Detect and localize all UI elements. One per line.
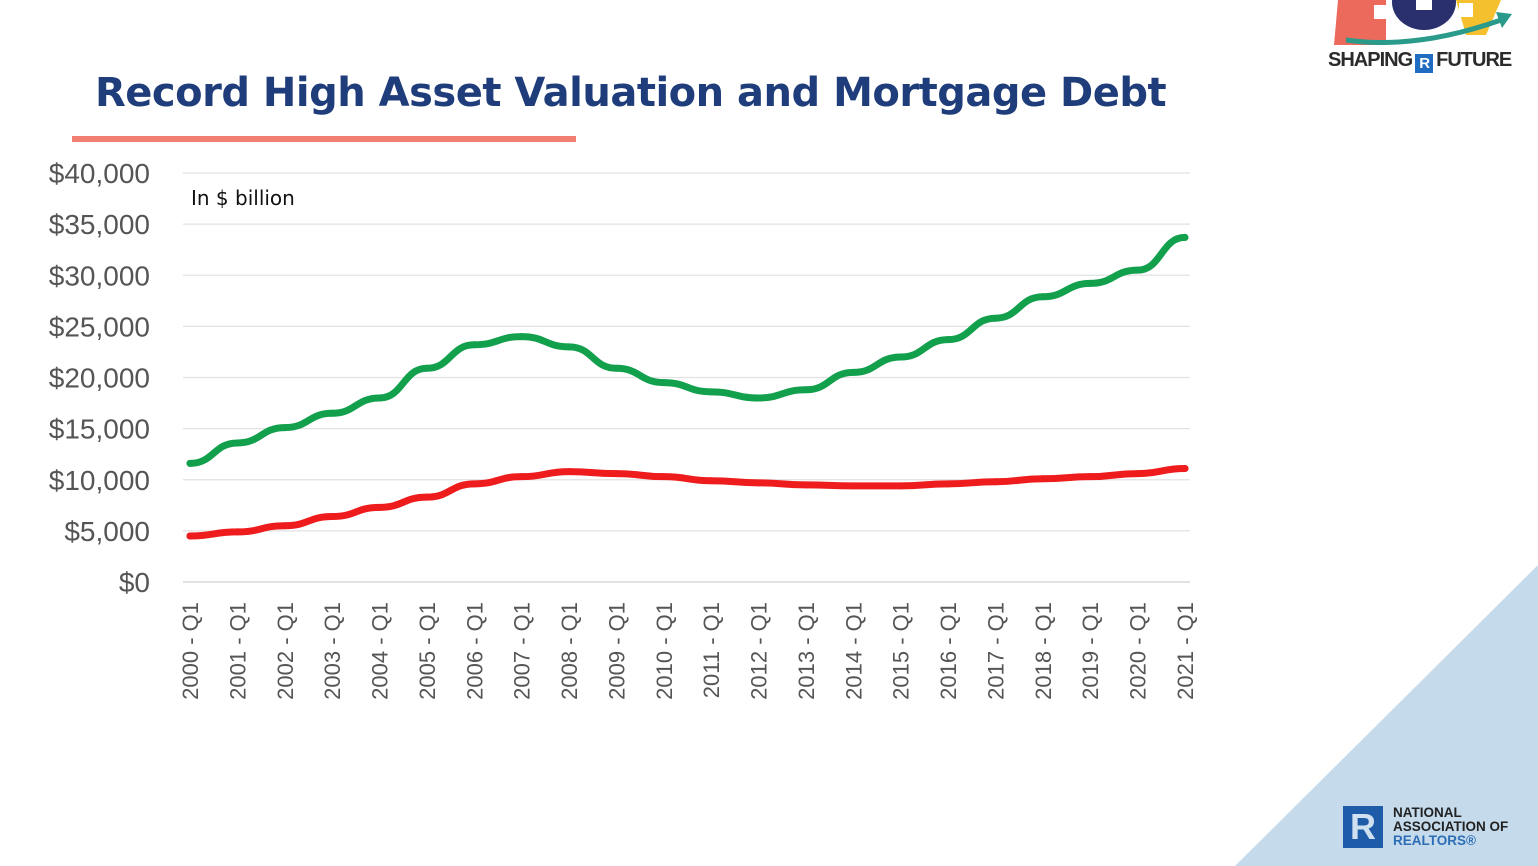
x-tick-label: 2017 - Q1 [983, 602, 1008, 700]
data-point [1181, 233, 1189, 241]
data-point [328, 409, 336, 417]
realtor-r-icon: R [1343, 806, 1383, 848]
data-point [376, 503, 384, 511]
data-point [897, 482, 905, 490]
data-point [612, 470, 620, 478]
y-tick-label: $0 [119, 567, 150, 598]
y-tick-label: $10,000 [49, 465, 150, 496]
data-point [470, 480, 478, 488]
data-point [849, 482, 857, 490]
data-point [376, 394, 384, 402]
x-tick-label: 2011 - Q1 [699, 602, 724, 698]
series-line-mortgage-debt [186, 465, 1189, 540]
data-point [660, 473, 668, 481]
y-tick-label: $5,000 [64, 516, 150, 547]
data-point [186, 459, 194, 467]
data-point [470, 341, 478, 349]
data-point [1039, 293, 1047, 301]
x-tick-label: 2005 - Q1 [415, 602, 440, 700]
data-point [802, 481, 810, 489]
data-point [518, 473, 526, 481]
x-tick-label: 2009 - Q1 [604, 602, 629, 700]
data-point [518, 333, 526, 341]
data-point [1086, 279, 1094, 287]
y-tick-label: $25,000 [49, 311, 150, 342]
x-tick-label: 2010 - Q1 [652, 602, 677, 700]
y-tick-label: $40,000 [49, 158, 150, 189]
nar-line3: REALTORS® [1393, 833, 1476, 848]
data-point [281, 424, 289, 432]
data-point [328, 513, 336, 521]
x-tick-label: 2008 - Q1 [557, 602, 582, 700]
nar-line1: NATIONAL [1393, 805, 1462, 820]
data-point [755, 479, 763, 487]
x-tick-label: 2018 - Q1 [1031, 602, 1056, 700]
x-tick-label: 2003 - Q1 [320, 602, 345, 700]
data-point [565, 343, 573, 351]
data-point [281, 522, 289, 530]
x-tick-label: 2004 - Q1 [368, 602, 393, 700]
y-tick-label: $20,000 [49, 363, 150, 394]
logo-word-future: FUTURE [1436, 49, 1512, 71]
data-point [707, 477, 715, 485]
data-point [186, 532, 194, 540]
y-tick-label: $30,000 [49, 260, 150, 291]
y-tick-label: $15,000 [49, 414, 150, 445]
realtor-r-icon: R [1415, 54, 1434, 73]
data-point [233, 528, 241, 536]
data-point [1134, 266, 1142, 274]
x-tick-label: 2021 - Q1 [1173, 602, 1198, 700]
data-point [991, 478, 999, 486]
data-point [565, 468, 573, 476]
data-point [897, 353, 905, 361]
data-point [423, 364, 431, 372]
data-point [660, 379, 668, 387]
x-tick-label: 2001 - Q1 [225, 602, 250, 700]
data-point [707, 388, 715, 396]
x-tick-label: 2015 - Q1 [889, 602, 914, 700]
data-point [612, 364, 620, 372]
logo-word-shaping: SHAPING [1328, 49, 1413, 71]
data-point [755, 394, 763, 402]
title-underline [72, 136, 576, 142]
data-point [423, 493, 431, 501]
data-point [1134, 470, 1142, 478]
nar-line2: ASSOCIATION OF [1393, 819, 1509, 834]
x-tick-label: 2019 - Q1 [1078, 602, 1103, 700]
x-tick-label: 2013 - Q1 [794, 602, 819, 700]
data-point [802, 386, 810, 394]
x-tick-label: 2012 - Q1 [747, 602, 772, 700]
data-point [944, 480, 952, 488]
x-tick-label: 2014 - Q1 [841, 602, 866, 700]
series-line-asset-valuation [186, 233, 1189, 467]
shaping-future-logo [1334, 0, 1512, 45]
data-point [991, 314, 999, 322]
data-point [1086, 473, 1094, 481]
x-tick-label: 2007 - Q1 [510, 602, 535, 700]
x-tick-label: 2016 - Q1 [936, 602, 961, 700]
x-tick-label: 2020 - Q1 [1126, 602, 1151, 700]
y-tick-label: $35,000 [49, 209, 150, 240]
data-point [944, 336, 952, 344]
data-point [1039, 475, 1047, 483]
page-title: Record High Asset Valuation and Mortgage… [95, 70, 1167, 116]
x-tick-label: 2000 - Q1 [178, 602, 203, 700]
corner-decoration [1235, 565, 1538, 866]
unit-annotation: In $ billion [191, 186, 295, 210]
x-tick-label: 2006 - Q1 [462, 602, 487, 700]
data-point [849, 368, 857, 376]
x-tick-label: 2002 - Q1 [273, 602, 298, 700]
data-point [233, 439, 241, 447]
data-point [1181, 465, 1189, 473]
shaping-future-text: SHAPING R FUTURE [1328, 49, 1512, 73]
